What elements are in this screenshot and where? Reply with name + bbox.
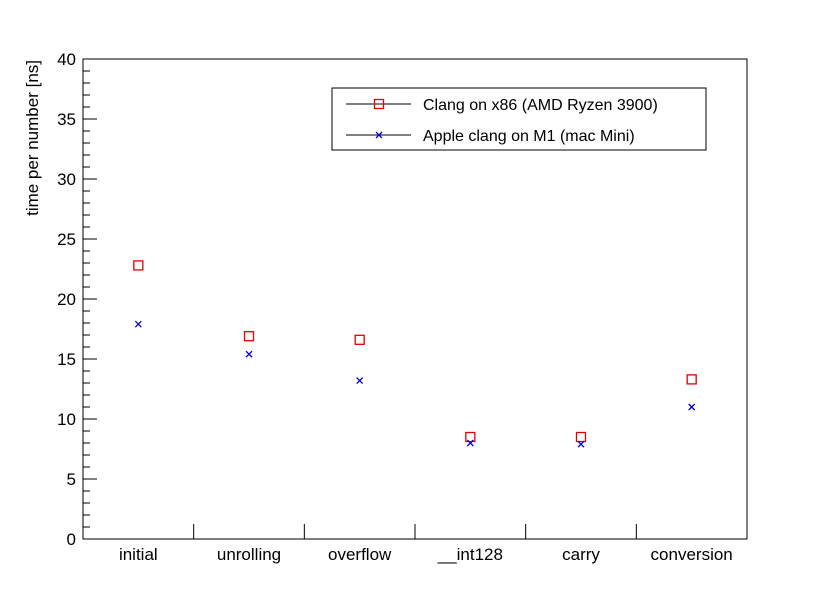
legend: Clang on x86 (AMD Ryzen 3900) Apple clang… [331,87,707,151]
data-point-x86 [133,260,144,271]
legend-label: Clang on x86 (AMD Ryzen 3900) [423,97,658,114]
legend-box [331,87,707,151]
data-point-x86 [465,431,476,443]
y-tick-label: 25 [57,230,76,249]
y-tick-label: 15 [57,350,76,369]
data-point-m1 [245,350,253,358]
data-point-x86 [686,374,697,385]
y-tick-label: 5 [67,470,76,489]
y-axis: 0 5 10 15 20 25 30 35 40 [57,50,97,549]
x-tick-label: conversion [651,545,733,564]
legend-marker [373,98,385,110]
y-tick-label: 0 [67,530,76,549]
data-point-m1 [466,439,474,447]
data-point-m1 [577,440,585,448]
x-axis: initial unrolling overflow __int128 carry con… [119,524,733,564]
x-tick-label: unrolling [217,545,281,564]
y-axis-title: time per number [ns] [23,60,42,216]
x-tick-label: __int128 [437,545,503,564]
legend-label: Apple clang on M1 (mac Mini) [423,128,635,145]
data-point-m1 [356,377,364,385]
y-tick-label: 20 [57,290,76,309]
y-tick-label: 30 [57,170,76,189]
data-point-x86 [575,431,587,443]
data-point-m1 [134,320,142,328]
data-point-x86 [354,334,365,345]
data-marks [133,260,697,448]
data-point-m1 [688,403,696,411]
y-tick-label: 40 [57,50,76,69]
y-tick-label: 10 [57,410,76,429]
x-tick-label: overflow [328,545,392,564]
data-point-x86 [243,331,255,342]
x-tick-label: carry [562,545,600,564]
legend-marker [375,131,383,139]
x-tick-label: initial [119,545,158,564]
y-tick-label: 35 [57,110,76,129]
